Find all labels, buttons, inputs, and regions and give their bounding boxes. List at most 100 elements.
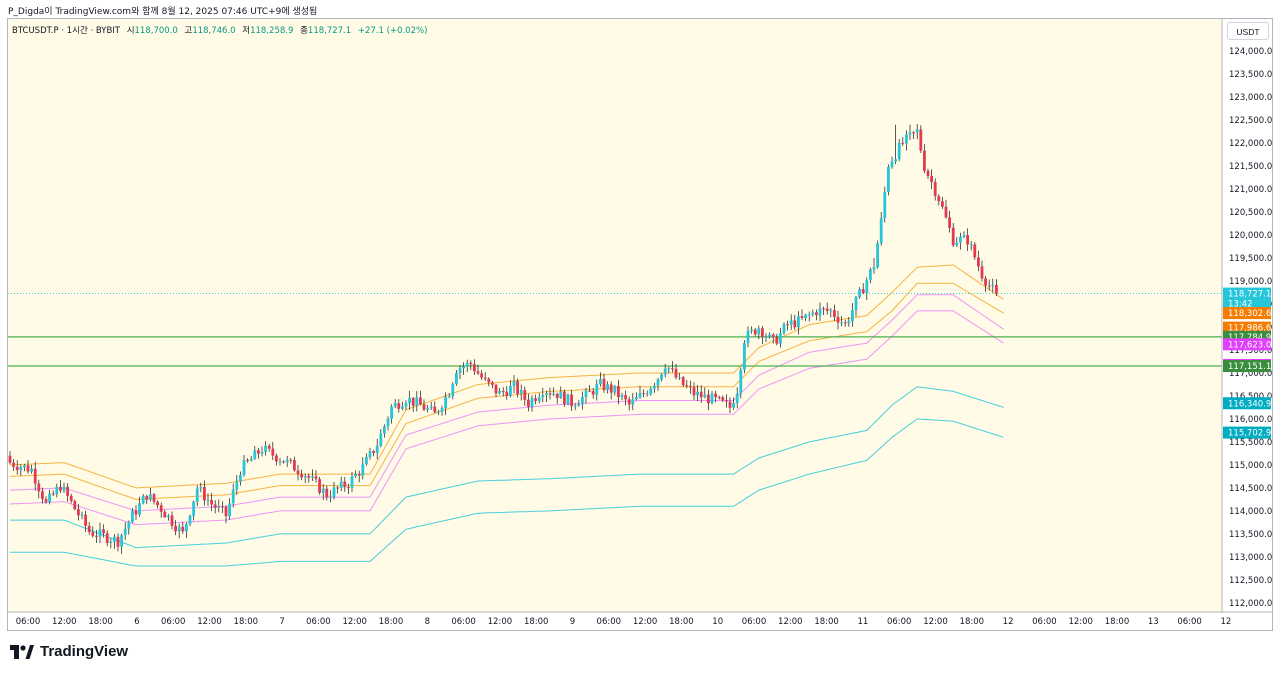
candle[interactable] xyxy=(595,379,599,401)
candle[interactable] xyxy=(757,325,761,340)
candle[interactable] xyxy=(480,369,483,380)
candle[interactable] xyxy=(390,404,393,424)
candle[interactable] xyxy=(285,455,289,467)
candle[interactable] xyxy=(973,242,977,260)
candle[interactable] xyxy=(779,327,782,348)
candle[interactable] xyxy=(825,302,829,315)
candle[interactable] xyxy=(923,144,926,174)
candle[interactable] xyxy=(336,485,339,494)
candle[interactable] xyxy=(404,400,408,411)
candle[interactable] xyxy=(44,496,48,504)
candle[interactable] xyxy=(102,524,105,538)
candle[interactable] xyxy=(59,480,62,494)
candle[interactable] xyxy=(275,453,278,466)
candle[interactable] xyxy=(944,199,948,219)
candle[interactable] xyxy=(206,493,210,506)
candle[interactable] xyxy=(570,390,573,411)
candle[interactable] xyxy=(422,399,426,412)
candle[interactable] xyxy=(559,386,563,399)
candle[interactable] xyxy=(501,387,505,397)
candle[interactable] xyxy=(296,464,300,481)
candle[interactable] xyxy=(383,424,386,438)
candle[interactable] xyxy=(30,464,33,474)
candle[interactable] xyxy=(786,320,789,331)
candle[interactable] xyxy=(152,493,156,505)
candle[interactable] xyxy=(959,232,962,250)
candle[interactable] xyxy=(321,483,325,500)
candle[interactable] xyxy=(739,367,743,399)
candle[interactable] xyxy=(487,377,491,387)
candle[interactable] xyxy=(80,511,84,520)
candle[interactable] xyxy=(498,387,501,395)
candle[interactable] xyxy=(671,361,674,373)
candle[interactable] xyxy=(224,505,228,524)
candle[interactable] xyxy=(159,502,163,518)
candle[interactable] xyxy=(192,500,195,521)
candle[interactable] xyxy=(386,416,390,431)
candle[interactable] xyxy=(55,483,59,498)
candle[interactable] xyxy=(516,378,519,398)
candle[interactable] xyxy=(897,139,901,162)
candle[interactable] xyxy=(235,475,239,496)
candle[interactable] xyxy=(865,277,869,301)
candle[interactable] xyxy=(113,534,116,549)
candle[interactable] xyxy=(149,487,152,502)
candle[interactable] xyxy=(599,372,602,387)
candle[interactable] xyxy=(350,472,354,493)
candle[interactable] xyxy=(678,372,681,381)
candle[interactable] xyxy=(793,314,797,330)
candle[interactable] xyxy=(851,303,854,327)
candle[interactable] xyxy=(527,393,530,412)
candle[interactable] xyxy=(991,278,995,293)
candle[interactable] xyxy=(87,522,91,535)
candle[interactable] xyxy=(257,448,260,459)
candle[interactable] xyxy=(476,364,480,376)
candle[interactable] xyxy=(912,131,915,140)
candle[interactable] xyxy=(725,394,728,408)
candle[interactable] xyxy=(505,385,509,400)
candle[interactable] xyxy=(195,485,199,507)
candle[interactable] xyxy=(19,464,23,476)
candle[interactable] xyxy=(354,470,357,478)
candle[interactable] xyxy=(901,137,905,147)
candle[interactable] xyxy=(375,438,379,460)
candle[interactable] xyxy=(372,449,375,457)
candle[interactable] xyxy=(429,401,433,411)
candle[interactable] xyxy=(188,514,192,527)
candle[interactable] xyxy=(203,480,206,506)
candle[interactable] xyxy=(829,308,833,318)
candle[interactable] xyxy=(761,325,764,344)
candle[interactable] xyxy=(199,482,203,493)
candle[interactable] xyxy=(674,363,678,380)
candle[interactable] xyxy=(609,381,613,400)
candle[interactable] xyxy=(617,379,620,405)
candle[interactable] xyxy=(933,178,937,201)
candle[interactable] xyxy=(217,499,221,513)
candle[interactable] xyxy=(167,514,170,521)
candle[interactable] xyxy=(721,395,725,403)
candle[interactable] xyxy=(393,399,397,409)
candle[interactable] xyxy=(303,473,307,484)
candle[interactable] xyxy=(581,391,584,410)
candle[interactable] xyxy=(123,522,127,540)
candle[interactable] xyxy=(246,458,249,463)
candle[interactable] xyxy=(95,529,98,544)
candle[interactable] xyxy=(12,458,15,471)
candle[interactable] xyxy=(339,476,343,492)
candle[interactable] xyxy=(905,130,908,151)
candle[interactable] xyxy=(73,499,77,511)
candle[interactable] xyxy=(663,363,667,378)
candle[interactable] xyxy=(282,460,285,464)
candle[interactable] xyxy=(915,123,919,140)
candle[interactable] xyxy=(577,400,581,407)
candle[interactable] xyxy=(523,386,527,406)
candle[interactable] xyxy=(41,487,44,504)
candle[interactable] xyxy=(894,124,897,165)
candle[interactable] xyxy=(127,520,131,535)
candle[interactable] xyxy=(732,397,735,410)
candle[interactable] xyxy=(156,500,159,509)
candle[interactable] xyxy=(109,538,113,549)
candle[interactable] xyxy=(660,373,663,382)
candle[interactable] xyxy=(638,385,642,399)
